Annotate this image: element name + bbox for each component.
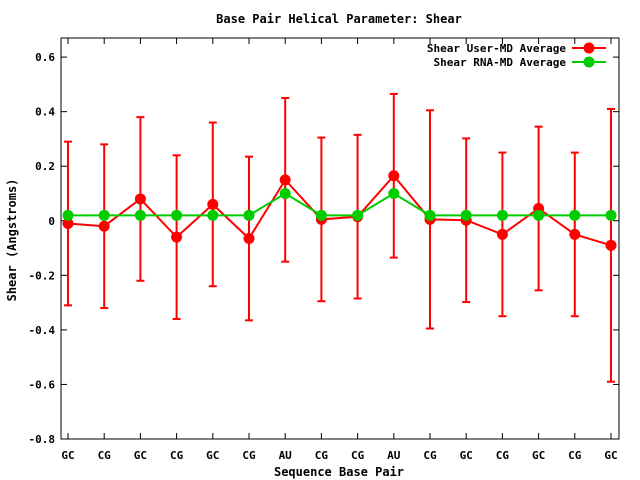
x-tick-label: CG [98,449,112,462]
x-tick-label: GC [532,449,545,462]
rna-md-point [279,187,291,199]
x-tick-label: CG [170,449,184,462]
y-tick-label: -0.6 [29,378,56,391]
user-md-point [388,170,400,182]
x-tick-label: CG [315,449,329,462]
user-md-point [605,239,617,251]
x-axis-label: Sequence Base Pair [274,465,404,479]
series-layer [62,92,617,383]
x-tick-label: CG [423,449,437,462]
legend-marker-rna-md [583,56,595,68]
legend-marker-user-md [583,42,595,54]
rna-md-point [98,209,110,221]
y-axis-label: Shear (Angstroms) [5,179,19,302]
x-tick-label: CG [242,449,256,462]
rna-md-point [134,209,146,221]
legend: Shear User-MD Average Shear RNA-MD Avera… [427,42,606,69]
y-tick-label: 0.2 [35,160,55,173]
y-tick-label: -0.2 [29,269,56,282]
y-tick-label: -0.8 [29,433,56,446]
user-md-point [496,228,508,240]
legend-label-user-md: Shear User-MD Average [427,42,566,55]
rna-md-point [460,209,472,221]
user-md-point [98,220,110,232]
rna-md-point [533,209,545,221]
x-tick-label: AU [279,449,293,462]
y-tick-label: 0.4 [35,106,55,119]
user-md-point [279,174,291,186]
y-tick-label: -0.4 [29,324,56,337]
user-md-point [243,233,255,244]
rna-md-point [605,209,617,221]
rna-md-point [243,209,255,221]
user-md-point [171,231,183,243]
rna-md-point [569,209,581,221]
rna-md-point [315,209,327,221]
rna-md-point [424,209,436,221]
plot-frame [60,37,620,440]
x-tick-label: CG [568,449,582,462]
rna-md-point [352,209,364,221]
user-md-point [569,228,581,240]
y-tick-label: 0 [48,215,55,228]
x-axis-ticks: GC CG GC CG GC CG AU CG CG AU CG GC CG GC CG GC [61,38,618,462]
rna-md-point [388,187,400,199]
y-tick-label: 0.6 [35,51,55,64]
rna-md-point [496,209,508,221]
user-md-point [134,193,146,205]
y-axis-ticks: -0.8 -0.6 -0.4 -0.2 0 0.2 0.4 0.6 [29,51,619,446]
user-md-point [62,217,74,229]
rna-md-point [62,209,74,221]
chart-title: Base Pair Helical Parameter: Shear [216,12,462,26]
user-md-point [207,198,219,210]
x-tick-label: GC [206,449,219,462]
x-tick-label: CG [496,449,510,462]
x-tick-label: CG [351,449,365,462]
x-tick-label: GC [460,449,473,462]
x-tick-label: GC [61,449,74,462]
rna-md-line [68,192,611,217]
x-tick-label: AU [387,449,401,462]
x-tick-label: GC [134,449,147,462]
user-md-line [67,174,612,247]
rna-md-point [207,209,219,221]
x-tick-label: GC [604,449,617,462]
legend-label-rna-md: Shear RNA-MD Average [434,56,567,69]
rna-md-point [171,209,183,221]
